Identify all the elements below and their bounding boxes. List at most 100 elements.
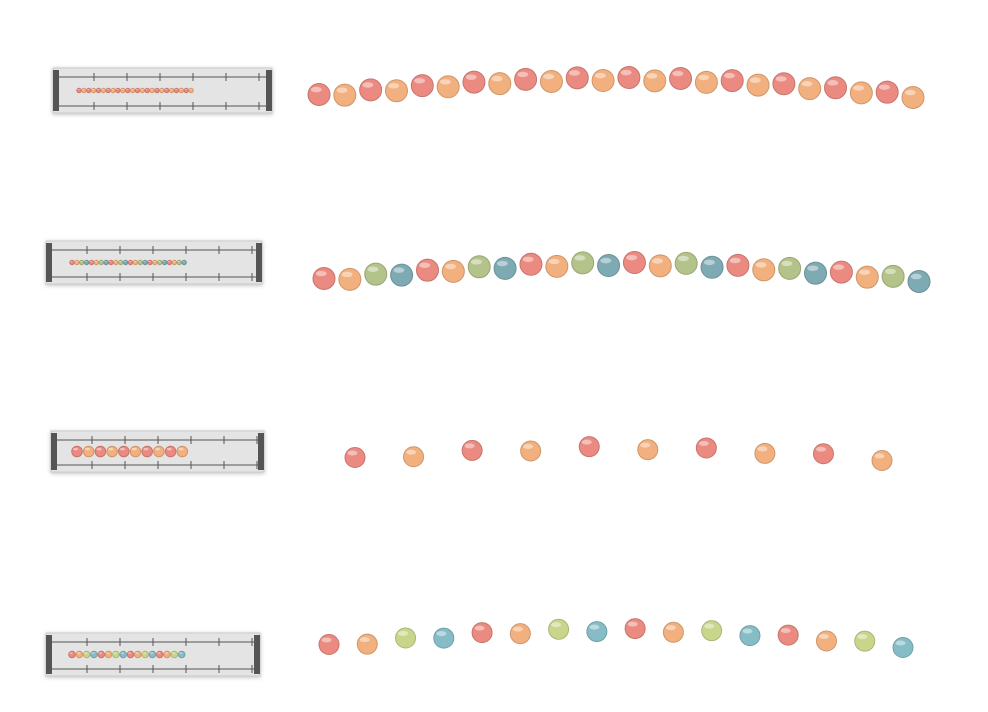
thumbnail-bead-shine xyxy=(135,652,139,654)
thumbnail-end xyxy=(254,635,260,674)
bead xyxy=(488,72,512,96)
bead-shine xyxy=(775,76,787,82)
bead-shine xyxy=(336,87,348,93)
thumbnail-bead xyxy=(81,87,87,94)
thumbnail-bead-shine xyxy=(119,260,122,263)
thumbnail-bead-shine xyxy=(111,88,114,91)
thumbnail-bead xyxy=(115,87,121,94)
bead-shine xyxy=(859,269,871,275)
bead-shine xyxy=(464,443,475,449)
thumbnail-bead-shine xyxy=(106,652,110,654)
thumbnail-bead-shine xyxy=(162,260,166,263)
bead xyxy=(674,251,698,275)
bead xyxy=(662,621,684,643)
bead xyxy=(545,254,569,278)
thumbnail-bead-shine xyxy=(143,447,149,451)
thumbnail-bead-shine xyxy=(140,88,143,91)
thumbnail-bead xyxy=(103,259,109,266)
thumbnail-bead-shine xyxy=(174,88,178,91)
bead-shine xyxy=(672,70,684,77)
bead-shine xyxy=(742,628,753,634)
thumbnail-bead xyxy=(176,445,189,458)
thumbnail-bead-shine xyxy=(166,447,172,451)
thumbnail-bead-shine xyxy=(128,652,132,654)
bead xyxy=(359,78,383,102)
bead-shine xyxy=(445,263,457,270)
thumbnail-bead-shine xyxy=(153,260,156,263)
thumbnail-bead-shine xyxy=(130,88,134,91)
thumbnail-bead xyxy=(93,259,100,266)
bead xyxy=(804,261,828,285)
thumbnail-bead xyxy=(104,650,113,659)
bead-shine xyxy=(517,71,529,78)
bead-shine xyxy=(574,255,586,261)
thumbnail-bead-shine xyxy=(189,88,192,91)
bead-shine xyxy=(904,89,916,96)
bead xyxy=(798,77,822,101)
bead-shine xyxy=(827,80,839,86)
thumbnail-bead-shine xyxy=(82,88,85,91)
bead-shine xyxy=(910,273,922,280)
thumbnail-bead xyxy=(118,259,124,266)
bead-shine xyxy=(419,262,431,268)
bead-shine xyxy=(833,264,845,270)
bead xyxy=(752,258,776,282)
thumbnail-bead-shine xyxy=(77,88,80,91)
bead xyxy=(471,622,493,644)
thumbnail-end xyxy=(258,433,264,470)
bead-shine xyxy=(512,626,523,632)
bead-shine xyxy=(362,82,374,88)
thumbnail-bead xyxy=(170,650,179,659)
bead xyxy=(701,620,723,642)
bead-shine xyxy=(646,73,658,79)
bead xyxy=(739,625,761,647)
bead-shine xyxy=(406,449,417,455)
thumbnail-bead-shine xyxy=(69,652,73,654)
thumbnail-bead xyxy=(126,650,135,659)
thumbnail-bead xyxy=(94,445,107,458)
thumbnail-bead-shine xyxy=(167,260,171,263)
thumbnail-bead-shine xyxy=(99,260,102,263)
thumbnail-bead xyxy=(125,87,131,94)
thumbnail-bead xyxy=(83,259,90,266)
bead xyxy=(415,258,439,282)
bead xyxy=(726,253,750,277)
bead xyxy=(356,633,378,655)
bead xyxy=(812,443,834,465)
thumbnail-bead xyxy=(132,259,139,266)
thumbnail-bead-shine xyxy=(135,88,139,91)
strand-row xyxy=(50,430,893,473)
bead xyxy=(333,83,357,107)
bead xyxy=(461,439,483,461)
thumbnail-bead-shine xyxy=(96,447,102,451)
bead-shine xyxy=(895,640,906,646)
thumbnail-bead-shine xyxy=(96,88,100,91)
bead-shine xyxy=(781,260,793,267)
bead-shine xyxy=(723,72,735,79)
thumbnail-bead-shine xyxy=(98,652,103,654)
thumbnail-bead-shine xyxy=(104,260,107,263)
bead-shine xyxy=(341,271,353,278)
bead-shine xyxy=(627,621,638,627)
bead xyxy=(746,73,770,97)
thumbnail-bead xyxy=(86,87,92,94)
bead xyxy=(565,66,589,90)
bead xyxy=(395,627,417,649)
bead xyxy=(318,634,340,655)
bead-shine xyxy=(600,257,612,264)
thumbnail-bead xyxy=(82,445,95,458)
thumbnail-bead-shine xyxy=(101,88,104,91)
thumbnail-bead xyxy=(112,650,120,659)
bead xyxy=(586,621,608,643)
thumbnail-bead xyxy=(166,259,173,266)
bead-shine xyxy=(652,258,664,264)
thumbnail-bead-shine xyxy=(131,447,137,451)
strand-row xyxy=(45,240,931,293)
bead xyxy=(509,623,531,645)
thumbnail-bead xyxy=(171,259,178,266)
bead-shine xyxy=(581,439,592,445)
bead-shine xyxy=(414,77,426,84)
thumbnail-bead xyxy=(90,87,97,94)
thumbnail-bead xyxy=(129,445,142,458)
bead xyxy=(855,265,879,289)
